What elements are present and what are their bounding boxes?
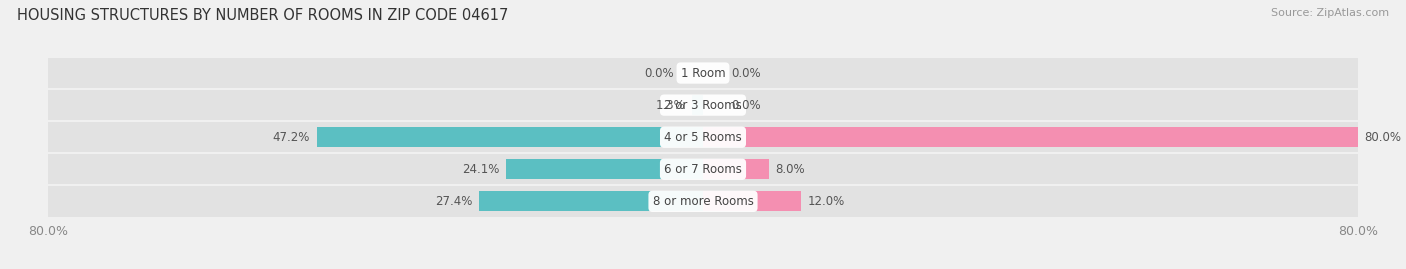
Text: 0.0%: 0.0%	[645, 66, 675, 80]
Text: 4 or 5 Rooms: 4 or 5 Rooms	[664, 131, 742, 144]
Text: 8.0%: 8.0%	[775, 163, 804, 176]
Text: 0.0%: 0.0%	[731, 99, 761, 112]
Text: 47.2%: 47.2%	[273, 131, 309, 144]
Bar	[703, 159, 769, 179]
Text: 6 or 7 Rooms: 6 or 7 Rooms	[664, 163, 742, 176]
Text: 80.0%: 80.0%	[1365, 131, 1402, 144]
Bar	[703, 122, 1358, 153]
Text: 0.0%: 0.0%	[731, 66, 761, 80]
Bar	[703, 58, 1358, 88]
Bar	[703, 186, 1358, 217]
Bar	[48, 154, 703, 185]
Bar	[692, 95, 703, 115]
Text: 1 Room: 1 Room	[681, 66, 725, 80]
Text: 24.1%: 24.1%	[461, 163, 499, 176]
Text: 8 or more Rooms: 8 or more Rooms	[652, 195, 754, 208]
Bar	[703, 90, 1358, 120]
Bar	[48, 122, 703, 153]
Bar	[478, 192, 703, 211]
Bar	[703, 192, 801, 211]
Bar	[48, 90, 703, 120]
Bar	[48, 186, 703, 217]
Text: 12.0%: 12.0%	[808, 195, 845, 208]
Text: HOUSING STRUCTURES BY NUMBER OF ROOMS IN ZIP CODE 04617: HOUSING STRUCTURES BY NUMBER OF ROOMS IN…	[17, 8, 508, 23]
Text: 2 or 3 Rooms: 2 or 3 Rooms	[664, 99, 742, 112]
Bar	[506, 159, 703, 179]
Text: 27.4%: 27.4%	[434, 195, 472, 208]
Bar	[703, 127, 1358, 147]
Text: 1.3%: 1.3%	[657, 99, 686, 112]
Bar	[316, 127, 703, 147]
Bar	[703, 154, 1358, 185]
Text: Source: ZipAtlas.com: Source: ZipAtlas.com	[1271, 8, 1389, 18]
Bar	[48, 58, 703, 88]
